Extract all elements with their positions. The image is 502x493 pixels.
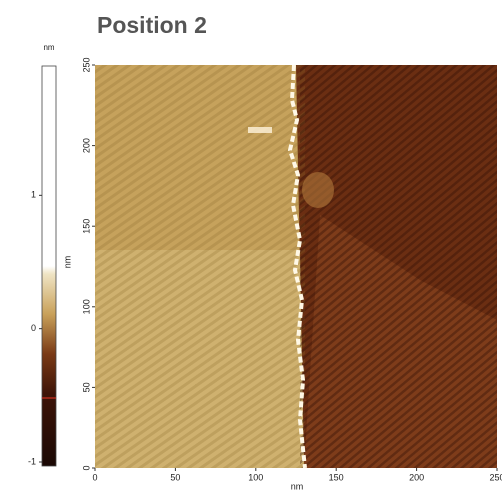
image-feature <box>248 127 272 133</box>
colorbar-tick-label: 0 <box>31 323 36 333</box>
y-tick-label: 100 <box>81 299 91 314</box>
afm-image <box>95 65 497 468</box>
colorbar-tick-label: -1 <box>28 456 36 466</box>
x-tick-label: 200 <box>409 472 424 482</box>
y-tick-label: 0 <box>81 465 91 470</box>
y-tick-label: 250 <box>81 57 91 72</box>
y-axis-label: nm <box>62 256 72 269</box>
step-edge <box>287 65 307 468</box>
x-tick-label: 50 <box>170 472 180 482</box>
x-tick-label: 0 <box>92 472 97 482</box>
colorbar-label: nm <box>43 43 54 52</box>
y-tick-label: 50 <box>81 382 91 392</box>
image-texture <box>300 65 497 468</box>
y-tick-label: 150 <box>81 219 91 234</box>
x-tick-label: 250 <box>489 472 502 482</box>
x-tick-label: 100 <box>248 472 263 482</box>
colorbar-tick-label: 1 <box>31 190 36 200</box>
image-texture <box>95 65 305 468</box>
x-tick-label: 150 <box>329 472 344 482</box>
y-tick-label: 200 <box>81 138 91 153</box>
colorbar <box>41 65 57 467</box>
chart-title: Position 2 <box>97 12 207 38</box>
x-axis-label: nm <box>291 481 304 491</box>
image-feature <box>302 172 334 208</box>
